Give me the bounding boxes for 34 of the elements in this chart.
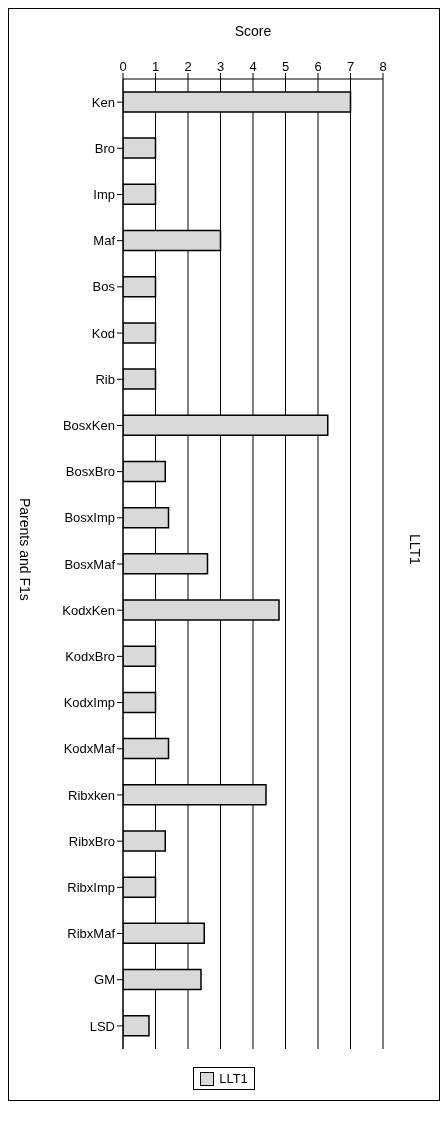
y-axis-title: Parents and F1s [16, 497, 33, 601]
x-tick-label: 3 [216, 59, 225, 74]
x-tick-label: 1 [151, 59, 160, 74]
y-tick-label: Ken [91, 94, 115, 110]
y-tick-label: RibxMaf [67, 926, 116, 942]
y-tick-label: Rib [95, 371, 115, 387]
y-tick-label: KodxBro [65, 649, 115, 664]
y-tick-label: RibxImp [67, 879, 115, 895]
text: LLT1 [406, 533, 423, 565]
x-tick-label: 2 [184, 59, 192, 74]
y-tick-label: Bos [92, 279, 116, 295]
y-tick-label: Bro [94, 140, 115, 156]
y-tick-label: KodxKen [62, 602, 115, 618]
y-tick-label: Kod [91, 325, 115, 341]
x-axis-title: Score [233, 23, 273, 39]
y-tick-label: BosxMaf [64, 556, 116, 572]
y-tick-label: Ribxken [68, 787, 115, 803]
x-tick-label: 0 [119, 59, 127, 74]
y-tick-label: Imp [93, 187, 115, 203]
y-tick-label: GM [94, 972, 115, 988]
x-tick-label: 5 [281, 59, 290, 74]
y-tick-label: BosxKen [62, 418, 115, 434]
y-tick-label: LSD [89, 1018, 115, 1034]
x-tick-label: 8 [379, 59, 387, 74]
x-tick-label: 7 [346, 59, 355, 74]
legend-label: LLT1 [219, 1071, 248, 1086]
y-tick-label: KodxMaf [63, 741, 116, 757]
y-tick-label: KodxImp [63, 695, 115, 711]
y-tick-label: BosxBro [65, 464, 115, 480]
y-tick-label: RibxBro [68, 833, 115, 849]
y-tick-label: BosxImp [64, 510, 115, 526]
y-tick-label: Maf [93, 233, 116, 249]
x-tick-label: 6 [314, 59, 322, 74]
x-tick-label: 4 [249, 59, 257, 74]
